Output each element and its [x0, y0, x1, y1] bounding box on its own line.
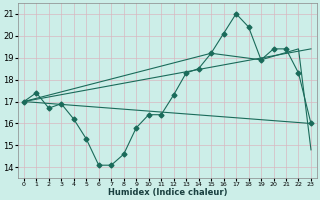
X-axis label: Humidex (Indice chaleur): Humidex (Indice chaleur): [108, 188, 227, 197]
